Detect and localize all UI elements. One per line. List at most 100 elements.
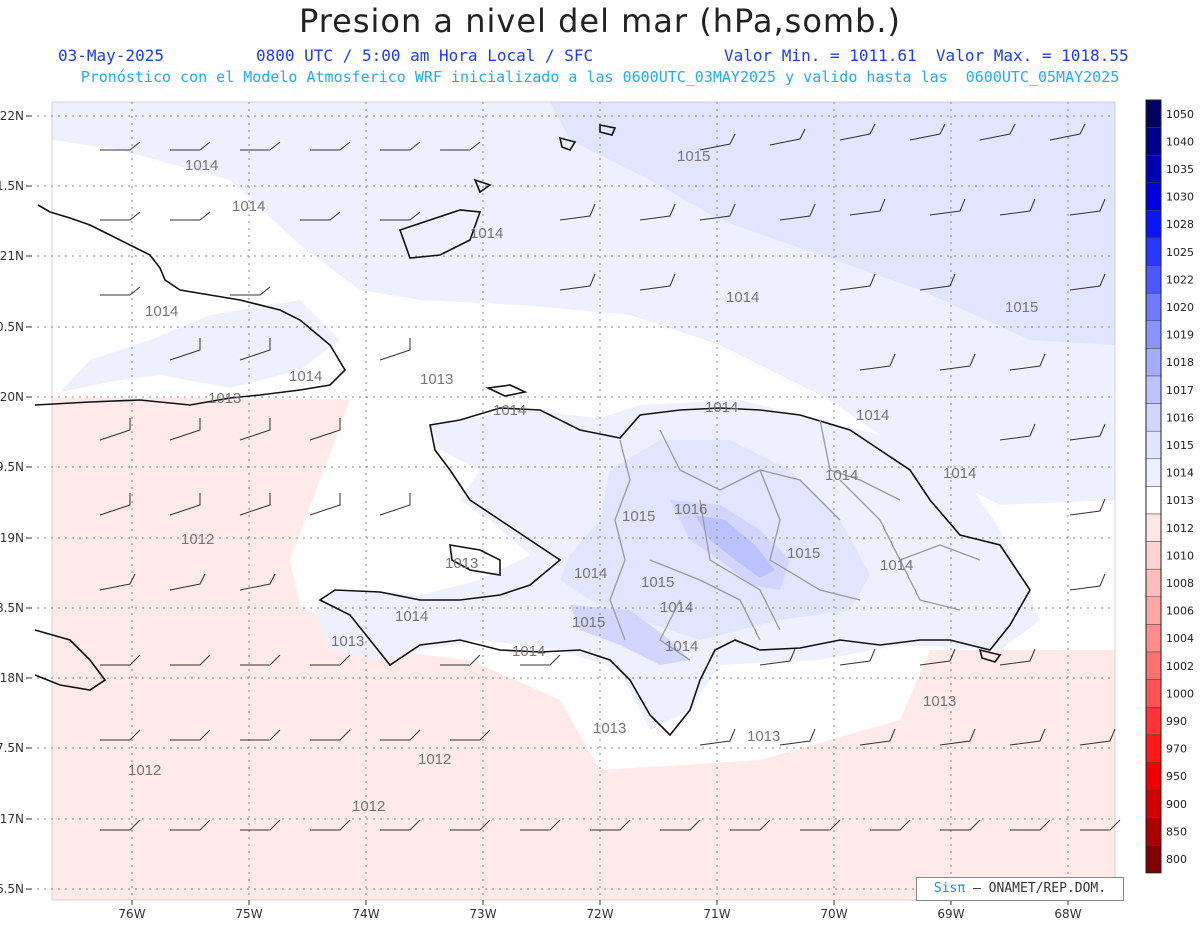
contour-label: 1015: [622, 508, 655, 525]
contour-label: 1015: [641, 574, 674, 591]
contour-label: 1014: [665, 638, 698, 655]
colorbar-swatch: [1145, 182, 1162, 211]
lon-axis-labels: 76W 75W 74W 73W 72W 71W 70W 69W 68W: [118, 907, 1081, 921]
colorbar-swatch: [1145, 375, 1162, 404]
contour-label: 1014: [145, 303, 178, 320]
province-borders: [609, 419, 981, 661]
map-title: Presion a nivel del mar (hPa,somb.): [298, 2, 902, 40]
colorbar-label: 1008: [1166, 577, 1194, 590]
lat-label: 20N: [0, 390, 24, 404]
colorbar-swatch: [1145, 762, 1162, 791]
colorbar-swatch: [1145, 265, 1162, 294]
contour-label: 1013: [445, 555, 478, 572]
min-max-values: Valor Min. = 1011.61 Valor Max. = 1018.5…: [724, 46, 1129, 65]
contour-label: 1013: [208, 390, 241, 407]
contour-label: 1012: [352, 798, 385, 815]
credit-text: – ONAMET/REP.DOM.: [965, 881, 1107, 896]
contour-label: 1012: [181, 531, 214, 548]
contour-label: 1015: [1005, 299, 1038, 316]
contour-label: 1014: [726, 289, 759, 306]
contour-label: 1014: [512, 643, 545, 660]
coast-tortuga: [485, 384, 528, 397]
colorbar-swatch: [1145, 706, 1162, 736]
contour-label: 1014: [880, 557, 913, 574]
colorbar-swatch: [1145, 624, 1162, 653]
lat-label: 9.5N: [0, 460, 24, 474]
colorbar-swatch: [1145, 237, 1162, 266]
colorbar-swatch: [1145, 292, 1162, 322]
colorbar-label: 1019: [1166, 329, 1194, 342]
shade-1015-region-ne: [550, 102, 1115, 345]
colorbar-swatch: [1145, 210, 1162, 239]
coast-caicos: [473, 124, 617, 194]
contour-label: 1014: [395, 608, 428, 625]
lat-label: 6.5N: [0, 882, 24, 896]
colorbar-label: 850: [1166, 825, 1187, 838]
contour-labels: 1015 1014 1014 1014 1014 1014 1015 1014 …: [128, 148, 1038, 815]
colorbar-label: 1050: [1166, 108, 1194, 121]
contour-label: 1015: [677, 148, 710, 165]
colorbar-swatch: [1145, 817, 1162, 846]
contour-label: 1013: [923, 693, 956, 710]
lat-label: 0.5N: [0, 320, 24, 334]
colorbar-label: 1000: [1166, 687, 1194, 700]
contour-label: 1014: [660, 599, 693, 616]
colorbar-swatch: [1145, 99, 1162, 128]
coast-jamaica: [34, 629, 107, 691]
shade-1017-core: [695, 515, 775, 578]
lat-label: 17N: [0, 812, 24, 826]
lon-label: 70W: [820, 907, 847, 921]
colorbar-label: 900: [1166, 798, 1187, 811]
colorbar-swatch: [1145, 596, 1162, 625]
colorbar-swatch: [1145, 154, 1162, 184]
contour-label: 1014: [232, 198, 265, 215]
contour-label: 1013: [593, 720, 626, 737]
colorbar-label: 1040: [1166, 135, 1194, 148]
lon-label: 73W: [469, 907, 496, 921]
colorbar-swatch: [1145, 430, 1162, 460]
contour-label: 1012: [128, 762, 161, 779]
grid-lines: [30, 102, 1115, 900]
colorbar-label: 1010: [1166, 549, 1194, 562]
lat-label: 21N: [0, 249, 24, 263]
colorbar-label: 1030: [1166, 191, 1194, 204]
colorbar-label: 1025: [1166, 246, 1194, 259]
colorbar-label: 950: [1166, 770, 1187, 783]
coast-cuba: [34, 204, 347, 406]
colorbar-swatch: [1145, 734, 1162, 763]
contour-label: 1014: [470, 225, 503, 242]
lat-axis-labels: 22N 1.5N 21N 0.5N 20N 9.5N 19N 8.5N 18N …: [0, 109, 24, 896]
coast-inagua: [398, 209, 482, 259]
contour-label: 1012: [418, 751, 451, 768]
colorbar-swatch: [1145, 844, 1162, 874]
coast-saona: [978, 648, 1002, 663]
colorbar-swatch: [1145, 541, 1162, 570]
contour-label: 1014: [856, 407, 889, 424]
contour-label: 1015: [572, 614, 605, 631]
colorbar-swatch: [1145, 513, 1162, 542]
colorbar-label: 1015: [1166, 439, 1194, 452]
colorbar-swatch: [1145, 651, 1162, 680]
coast-hispaniola: [318, 407, 1031, 737]
colorbar-label: 1012: [1166, 522, 1194, 535]
colorbar-label: 1014: [1166, 467, 1194, 480]
lat-ticks: [26, 115, 32, 890]
contour-label: 1014: [289, 368, 322, 385]
contour-label: 1013: [331, 633, 364, 650]
colorbar-swatch: [1145, 679, 1162, 708]
lat-label: 7.5N: [0, 741, 24, 755]
contour-label: 1015: [787, 545, 820, 562]
contour-label: 1013: [747, 728, 780, 745]
colorbar-label: 1004: [1166, 632, 1194, 645]
colorbar-swatch: [1145, 348, 1162, 377]
contour-label: 1014: [825, 467, 858, 484]
lon-label: 69W: [937, 907, 964, 921]
model-description: Pronóstico con el Modelo Atmosferico WRF…: [80, 68, 1120, 86]
colorbar-label: 1020: [1166, 301, 1194, 314]
forecast-time: 0800 UTC / 5:00 am Hora Local / SFC: [256, 46, 594, 65]
lon-label: 75W: [235, 907, 262, 921]
colorbar-swatch: [1145, 127, 1162, 156]
contour-label: 1014: [943, 465, 976, 482]
colorbar-label: 1017: [1166, 384, 1194, 397]
